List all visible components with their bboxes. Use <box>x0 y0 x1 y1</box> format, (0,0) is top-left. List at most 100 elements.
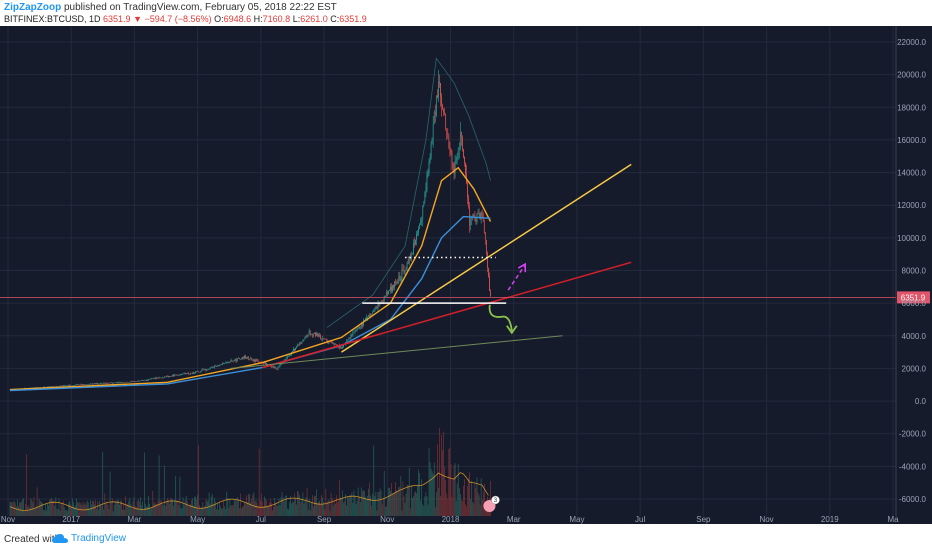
candle-body <box>287 356 289 357</box>
candle-body <box>51 386 53 387</box>
symbol-name[interactable]: BITFINEX:BTCUSD, 1D <box>4 14 101 24</box>
candle-body <box>371 314 373 316</box>
trendline-faint-green[interactable] <box>230 335 563 369</box>
volume-bar <box>246 495 247 516</box>
volume-bar <box>226 491 228 516</box>
candle-body <box>231 360 233 361</box>
ohlc-low-key: L: <box>292 14 301 24</box>
candle-body <box>34 387 36 388</box>
candle-body <box>90 383 92 385</box>
candle-body <box>319 335 320 337</box>
volume-bar <box>400 475 402 516</box>
candle-body <box>65 385 67 386</box>
candle-body <box>66 385 68 386</box>
volume-bar <box>53 500 55 516</box>
footer: Created with TradingView <box>0 530 932 550</box>
candle-body <box>350 335 352 339</box>
volume-bar <box>110 502 112 516</box>
volume-bar <box>272 510 273 516</box>
candle-body <box>303 339 305 340</box>
volume-bar <box>364 491 365 516</box>
chart-plot-area[interactable]: 6351.9 3 22000.0 20000.0 18000.0 16000.0 1400… <box>0 26 932 524</box>
candle-body <box>197 371 198 372</box>
volume-bar <box>342 490 343 516</box>
last-price: 6351.9 <box>103 14 131 24</box>
author-link[interactable]: ZipZapZoop <box>4 2 62 13</box>
candle-body <box>118 382 119 383</box>
candle-body <box>382 301 384 303</box>
candle-body <box>181 374 183 376</box>
volume-bar <box>347 496 349 516</box>
candle-body <box>320 335 321 340</box>
price-chart[interactable]: 6351.9 3 22000.0 20000.0 18000.0 16000.0 1400… <box>0 26 932 524</box>
volume-bar <box>261 501 263 516</box>
candle-body <box>352 331 354 335</box>
candle-body <box>284 359 286 361</box>
volume-bar <box>120 500 121 516</box>
volume-bar <box>23 498 24 516</box>
volume-bar <box>351 492 353 516</box>
candle-body <box>182 373 184 375</box>
volume-bar <box>343 502 344 516</box>
volume-bar <box>448 449 450 516</box>
candle-body <box>62 385 64 387</box>
volume-bar <box>294 493 295 516</box>
candle-body <box>185 373 187 375</box>
volume-bar <box>301 498 303 516</box>
volume-bar <box>356 500 358 516</box>
candle-body <box>225 362 227 364</box>
tradingview-cloud-icon <box>52 533 68 543</box>
candle-body <box>273 366 275 368</box>
tradingview-logo[interactable]: TradingView <box>52 533 126 544</box>
volume-bar <box>395 481 396 516</box>
volume-bar <box>466 506 467 516</box>
ohlc-high-value: 7160.8 <box>262 14 291 24</box>
volume-bar <box>45 503 46 516</box>
candle-body <box>97 383 98 385</box>
candle-body <box>393 285 394 288</box>
volume-bar <box>300 502 302 516</box>
candle-body <box>173 374 174 377</box>
candle-body <box>369 315 370 317</box>
volume-bar <box>264 496 265 516</box>
volume-bar <box>291 503 292 516</box>
candle-body <box>163 376 165 378</box>
trendline-trend-yellow[interactable] <box>341 163 632 353</box>
volume-bar <box>259 500 261 516</box>
candle-body <box>106 382 108 384</box>
volume-bar <box>368 488 369 516</box>
volume-bar <box>94 504 95 516</box>
volume-bar <box>86 500 88 516</box>
candle-body <box>74 384 75 386</box>
candle-body <box>433 111 435 124</box>
time-tick-label: 2019 <box>821 515 839 524</box>
volume-bar <box>281 491 283 516</box>
candle-body <box>207 369 209 370</box>
candle-body <box>435 95 437 116</box>
candle-body <box>272 366 274 367</box>
volume-bar <box>179 476 181 516</box>
volume-bar <box>36 487 38 516</box>
volume-bar <box>204 505 206 516</box>
candle-body <box>73 385 74 386</box>
volume-bar <box>95 500 96 516</box>
candle-body <box>360 322 362 327</box>
candle-body <box>206 369 208 371</box>
volume-bar <box>185 495 187 516</box>
candle-body <box>416 234 417 240</box>
volume-bar <box>334 503 336 516</box>
candle-body <box>186 372 188 374</box>
volume-bar <box>222 508 223 516</box>
price-tick-label: 12000.0 <box>897 201 926 210</box>
trend-drawings[interactable]: 6351.9 3 <box>0 163 930 512</box>
volume-bar <box>67 511 68 516</box>
candle-body <box>59 385 61 387</box>
candle-body <box>407 262 409 264</box>
volume-bar <box>449 447 451 516</box>
candle-body <box>310 333 312 335</box>
volume-bar <box>253 492 255 516</box>
trendline-trend-red[interactable] <box>262 261 632 369</box>
volume-bar <box>68 503 69 516</box>
candle-body <box>218 365 219 367</box>
volume-bar <box>43 510 44 516</box>
